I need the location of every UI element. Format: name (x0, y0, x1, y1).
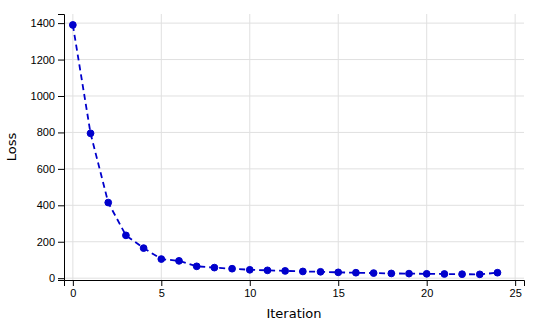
tick-mark (58, 205, 64, 206)
tick-mark (58, 278, 64, 279)
tick-mark (338, 280, 339, 286)
axis-line (58, 15, 65, 281)
line (73, 25, 498, 274)
tick-mark (58, 242, 64, 243)
tick-mark (73, 280, 74, 286)
point (441, 271, 448, 278)
tick-label: 800 (37, 126, 55, 138)
grid-line-x (161, 14, 162, 280)
grid-line-y (64, 205, 524, 206)
tick-label: 20 (421, 287, 433, 299)
point (476, 271, 483, 278)
tick: 600 (37, 163, 64, 175)
point (423, 270, 430, 277)
grid-line-x (338, 14, 339, 280)
tick: 15 (333, 280, 345, 299)
grid-line-x (426, 14, 427, 280)
tick-label: 5 (159, 287, 165, 299)
grid-line-x (72, 14, 73, 280)
point (317, 268, 324, 275)
point (69, 22, 76, 29)
plot: 0 5 10 15 20 25 0 200 400 600 800 1000 1200 1400 (31, 14, 525, 299)
tick-mark (515, 280, 516, 286)
grid-line-y (64, 132, 524, 133)
point (299, 268, 306, 275)
tick: 5 (159, 280, 165, 299)
point (211, 264, 218, 271)
tick: 1000 (31, 90, 64, 102)
point (282, 268, 289, 275)
tick-label: 1400 (31, 17, 55, 29)
axis-line (65, 281, 525, 287)
point (353, 269, 360, 276)
point (494, 269, 501, 276)
tick-mark (58, 169, 64, 170)
tick-label: 1200 (31, 54, 55, 66)
tick-label: 1000 (31, 90, 55, 102)
tick: 10 (244, 280, 256, 299)
grid (64, 14, 524, 280)
grid-line-y (64, 23, 524, 24)
tick-label: 200 (37, 236, 55, 248)
tick: 0 (70, 280, 76, 299)
tick: 25 (510, 280, 522, 299)
chart: 0 5 10 15 20 25 0 200 400 600 800 1000 1200 1400 Itera… (0, 0, 542, 328)
point (158, 256, 165, 263)
tick: 0 (49, 272, 64, 284)
tick: 20 (421, 280, 433, 299)
tick: 400 (37, 199, 64, 211)
point (246, 266, 253, 273)
point (335, 269, 342, 276)
tick-label: 15 (333, 287, 345, 299)
point (105, 199, 112, 206)
tick-label: 600 (37, 163, 55, 175)
tick-mark (58, 23, 64, 24)
point (406, 270, 413, 277)
tick: 1400 (31, 17, 64, 29)
tick-mark (161, 280, 162, 286)
x-axis-title: Iteration (266, 306, 321, 321)
tick-mark (58, 60, 64, 61)
grid-line-x (249, 14, 250, 280)
point (176, 257, 183, 264)
grid-line-y (64, 278, 524, 279)
tick-mark (250, 280, 251, 286)
tick-label: 10 (244, 287, 256, 299)
tick-label: 0 (70, 287, 76, 299)
y-axis: 0 200 400 600 800 1000 1200 1400 (31, 15, 65, 285)
point (370, 270, 377, 277)
tick-mark (58, 96, 64, 97)
tick: 200 (37, 236, 64, 248)
point (193, 263, 200, 270)
tick-label: 25 (510, 287, 522, 299)
point (123, 232, 130, 239)
tick-mark (58, 132, 64, 133)
tick: 1200 (31, 54, 64, 66)
point (87, 130, 94, 137)
point (264, 267, 271, 274)
series (69, 22, 500, 278)
grid-line-y (64, 241, 524, 242)
tick-label: 400 (37, 199, 55, 211)
point (459, 271, 466, 278)
y-axis-title: Loss (4, 133, 19, 162)
point (388, 270, 395, 277)
tick-label: 0 (49, 272, 55, 284)
point (229, 265, 236, 272)
point (140, 245, 147, 252)
tick-mark (427, 280, 428, 286)
x-axis: 0 5 10 15 20 25 (65, 280, 525, 299)
grid-line-y (64, 168, 524, 169)
grid-line-y (64, 59, 524, 60)
tick: 800 (37, 126, 64, 138)
grid-line-x (515, 14, 516, 280)
grid-line-y (64, 95, 524, 96)
